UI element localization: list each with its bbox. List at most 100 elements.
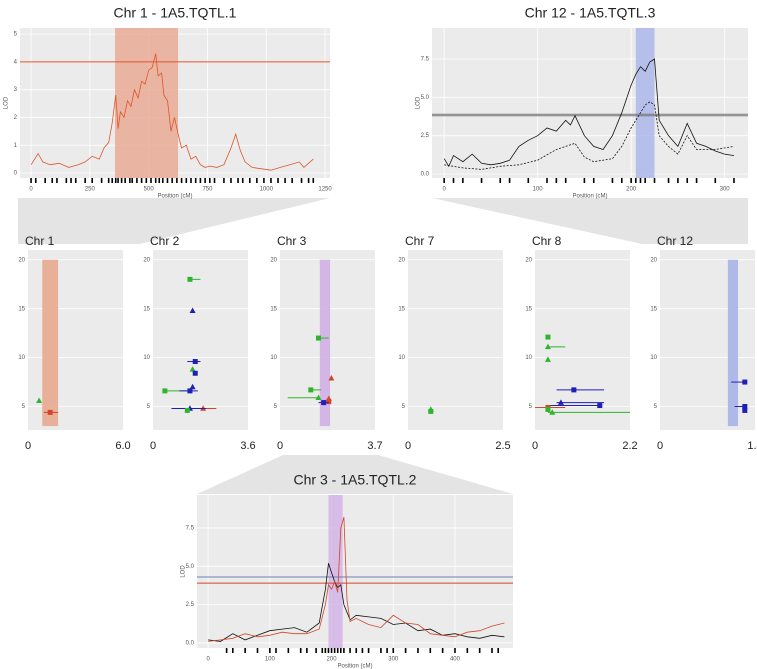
highlight-region [319,259,331,427]
y-tick-label: 10 [18,355,25,361]
qtl-point [742,404,748,410]
x-tick-label: 6.0 [115,440,130,452]
x-tick-label: 300 [720,187,731,193]
panel-title: Chr 8 [532,234,562,248]
x-axis-label: Position (cM) [572,194,607,200]
x-tick-label: 0 [442,187,446,193]
qtl-point [597,403,603,409]
y-tick-label: 5 [14,32,18,38]
y-tick-label: 3 [14,87,18,93]
y-tick-label: 2.5 [186,602,195,608]
x-tick-label: 0 [25,440,31,452]
y-tick-label: 15 [18,306,25,312]
y-tick-label: 5 [22,404,26,410]
qtl-point [315,394,322,401]
x-tick-label: 0 [657,440,663,452]
panel-title: Chr 1 [25,234,55,248]
qtl-point [545,406,551,412]
y-tick-label: 20 [143,257,150,263]
lod-curve [208,517,505,642]
panel-title: Chr 7 [405,234,435,248]
lod-curve [443,58,735,168]
y-tick-label: 0.0 [421,172,430,178]
qtl-point [189,307,196,313]
y-tick-label: 15 [270,306,277,312]
lod-curve [444,101,735,170]
qtl-point [187,276,193,282]
qtl-point [162,388,168,394]
y-tick-label: 10 [270,355,277,361]
x-tick-label: 300 [388,657,399,663]
qtl-point [316,335,322,341]
x-tick-label: 0 [150,440,156,452]
x-tick-label: 2.5 [495,440,510,452]
y-tick-label: 15 [398,306,405,312]
y-tick-label: 2.5 [421,133,430,139]
qtl-point [187,388,193,394]
y-tick-label: 20 [525,257,532,263]
y-axis-label: LOD [4,96,10,109]
lod-curve [30,53,314,171]
x-tick-label: 200 [327,657,338,663]
qtl-point [328,374,335,381]
y-tick-label: 15 [525,306,532,312]
x-tick-label: 3.7 [367,440,382,452]
panel-title: Chr 2 [150,234,180,248]
y-tick-label: 7.5 [186,526,195,532]
y-tick-label: 10 [143,355,150,361]
y-axis-label: LOD [416,96,422,109]
plot-panel [197,495,513,648]
highlight-region [328,495,343,648]
qtl-point [36,397,43,403]
x-axis-label: Position (cM) [157,194,192,200]
x-tick-label: 2.2 [622,440,637,452]
y-tick-label: 20 [650,257,657,263]
x-tick-label: 100 [533,187,544,193]
qtl-point [545,334,551,340]
y-tick-label: 5.0 [186,564,195,570]
qtl-point [544,343,551,350]
y-tick-label: 5 [529,404,533,410]
qtl-point [742,379,748,385]
y-tick-label: 0 [14,171,18,177]
x-tick-label: 0 [405,440,411,452]
panel-title: Chr 12 [657,234,693,248]
y-tick-label: 15 [143,306,150,312]
x-tick-label: 1000 [260,187,274,193]
y-tick-label: 20 [398,257,405,263]
y-tick-label: 20 [18,257,25,263]
qtl-point [192,359,198,365]
x-axis-label: Position (cM) [337,664,372,669]
qtl-point [184,407,190,413]
qtl-point [189,366,196,372]
x-tick-label: 0 [29,187,33,193]
y-tick-label: 10 [398,355,405,361]
x-tick-label: 750 [202,187,213,193]
y-tick-label: 5 [147,404,151,410]
y-tick-label: 5 [402,404,406,410]
x-tick-label: 0 [277,440,283,452]
y-tick-label: 10 [650,355,657,361]
y-tick-label: 5 [274,404,278,410]
panel-title: Chr 3 [277,234,307,248]
chart-title: Chr 12 - 1A5.TQTL.3 [525,5,656,21]
x-tick-label: 100 [265,657,276,663]
x-tick-label: 3.6 [240,440,255,452]
y-tick-label: 5.0 [421,95,430,101]
y-tick-label: 15 [650,306,657,312]
y-tick-label: 20 [270,257,277,263]
highlight-region [115,28,179,178]
x-tick-label: 0 [532,440,538,452]
qtl-point [308,387,314,393]
zoom-connector [18,198,330,244]
qtl-point [571,387,577,393]
chart-title: Chr 1 - 1A5.TQTL.1 [114,5,237,21]
qtl-point [189,383,196,390]
chart-title: Chr 3 - 1A5.TQTL.2 [294,472,417,488]
y-axis-label: LOD [181,565,187,578]
plot-panel [535,250,630,430]
qtl-point [557,399,564,405]
x-tick-label: 250 [85,187,96,193]
y-tick-label: 10 [525,355,532,361]
